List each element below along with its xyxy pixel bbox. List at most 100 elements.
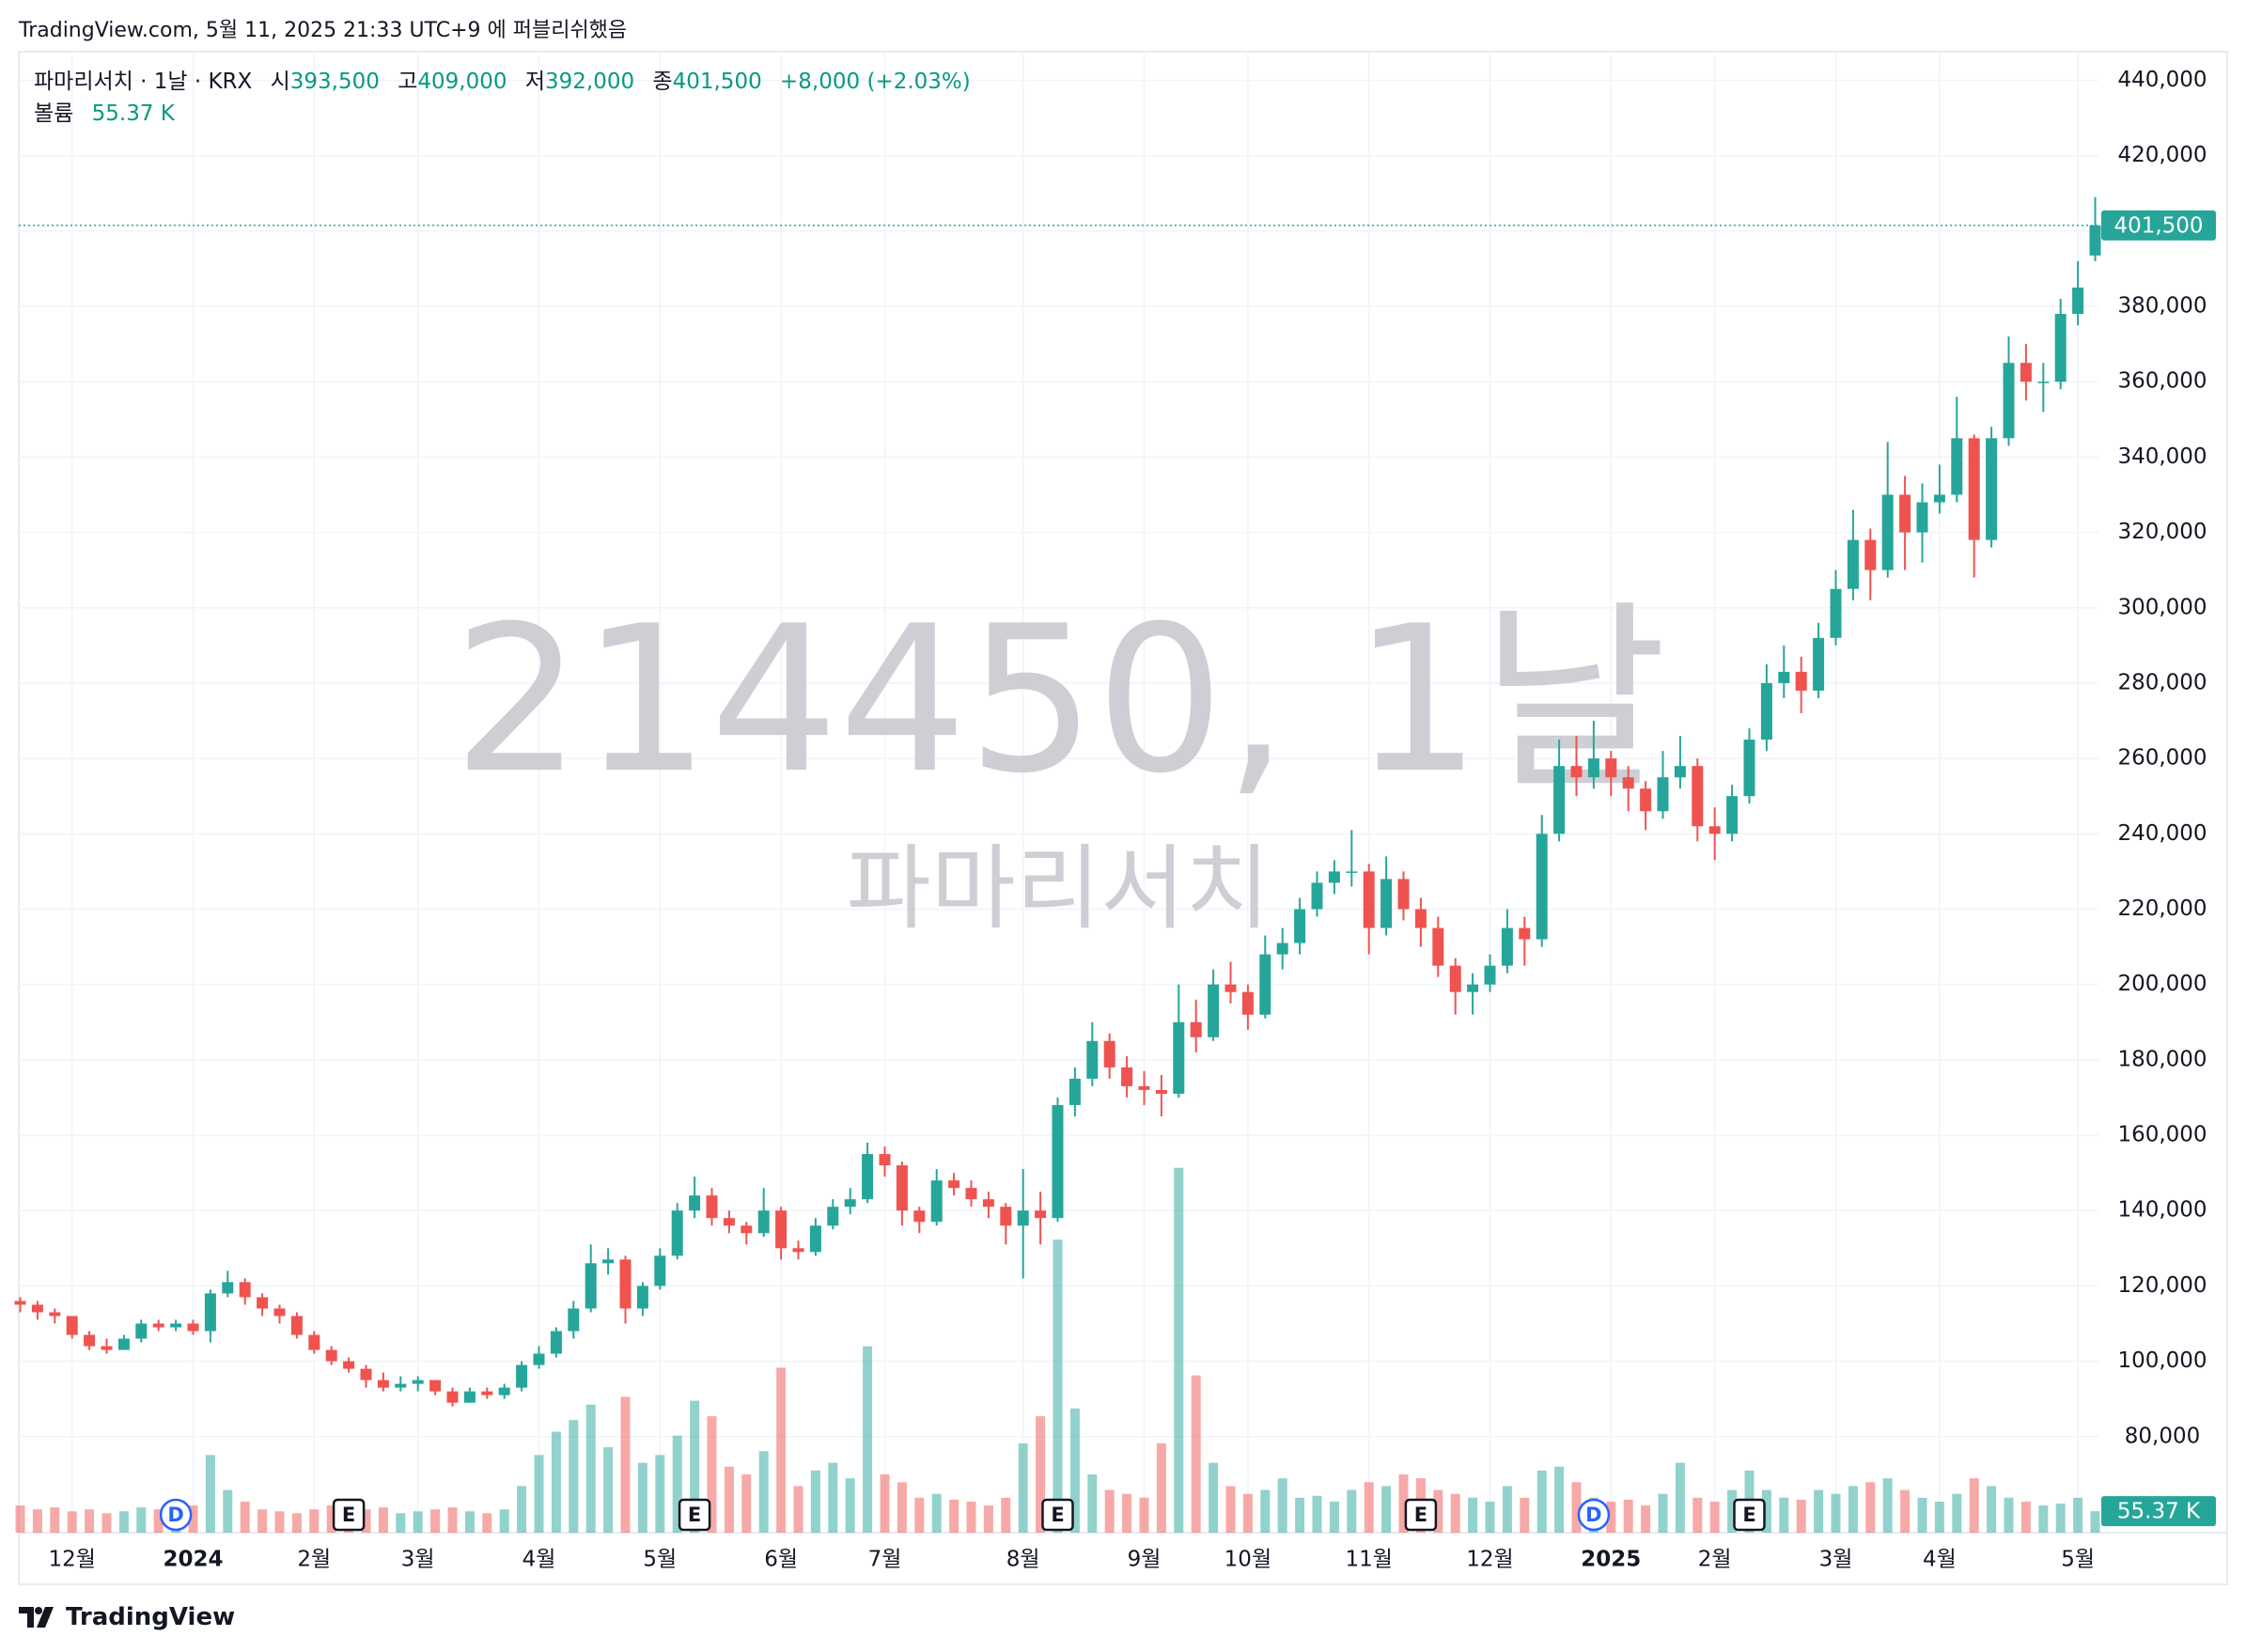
volume-bar bbox=[136, 1507, 147, 1533]
watermark-symbol: 214450, 1날 bbox=[453, 582, 1667, 818]
volume-bar bbox=[188, 1505, 198, 1533]
volume-bar bbox=[707, 1416, 717, 1533]
y-tick-label: 320,000 bbox=[2117, 520, 2207, 544]
candle-body bbox=[723, 1218, 735, 1226]
volume-bar bbox=[1347, 1489, 1357, 1533]
candle-body bbox=[1328, 871, 1340, 883]
event-label: D bbox=[1585, 1504, 1601, 1526]
volume-bar bbox=[1934, 1501, 1944, 1533]
volume-bar bbox=[672, 1435, 682, 1533]
candle-body bbox=[1173, 1021, 1185, 1094]
volume-bar bbox=[1191, 1375, 1201, 1533]
volume-bar bbox=[517, 1486, 527, 1533]
candle-body bbox=[792, 1248, 804, 1253]
volume-bar bbox=[1692, 1497, 1703, 1533]
dividend-marker bbox=[159, 1498, 193, 1532]
candle-body bbox=[377, 1379, 389, 1388]
earnings-marker bbox=[332, 1498, 366, 1532]
candle-body bbox=[1692, 766, 1704, 827]
y-tick-label: 200,000 bbox=[2117, 972, 2207, 996]
volume-bar bbox=[1329, 1501, 1339, 1533]
volume-bar bbox=[1796, 1499, 1806, 1533]
volume-bar bbox=[741, 1474, 752, 1533]
volume-bar bbox=[1036, 1416, 1046, 1533]
candle-body bbox=[1760, 682, 1772, 740]
y-tick-label: 300,000 bbox=[2117, 595, 2207, 619]
candle-body bbox=[1035, 1210, 1047, 1219]
volume-bar bbox=[1468, 1497, 1478, 1533]
volume-bar bbox=[326, 1505, 336, 1533]
candle-body bbox=[809, 1225, 821, 1253]
x-tick-label: 3월 bbox=[1819, 1548, 1853, 1572]
volume-bar bbox=[1122, 1493, 1132, 1533]
volume-bar bbox=[482, 1513, 492, 1533]
volume-bar bbox=[1623, 1499, 1633, 1533]
x-tick-label: 9월 bbox=[1128, 1548, 1162, 1572]
volume-bar bbox=[1865, 1482, 1876, 1533]
volume-bar bbox=[2055, 1504, 2066, 1533]
earnings-marker bbox=[1041, 1498, 1074, 1532]
y-tick-label: 340,000 bbox=[2117, 444, 2207, 469]
x-tick-label: 12월 bbox=[48, 1548, 95, 1572]
event-label: E bbox=[1051, 1504, 1064, 1526]
volume-bar bbox=[2020, 1501, 2031, 1533]
volume-bar bbox=[1814, 1489, 1824, 1533]
volume-bar bbox=[1485, 1501, 1495, 1533]
volume-bar bbox=[810, 1470, 820, 1533]
volume-bar bbox=[1260, 1489, 1271, 1533]
candle-body bbox=[2037, 382, 2050, 383]
candle-body bbox=[1103, 1040, 1115, 1068]
volume-bar bbox=[50, 1507, 60, 1533]
volume-bar bbox=[1295, 1497, 1305, 1533]
x-tick-label: 11월 bbox=[1345, 1548, 1392, 1572]
volume-bar bbox=[863, 1346, 873, 1533]
volume-bar bbox=[1882, 1478, 1893, 1533]
y-tick-label: 120,000 bbox=[2117, 1273, 2207, 1298]
volume-bar bbox=[274, 1511, 285, 1533]
volume-bar bbox=[776, 1367, 787, 1533]
volume-label: 볼륨 bbox=[34, 101, 74, 126]
candle-body bbox=[1536, 834, 1548, 940]
candle-body bbox=[2003, 363, 2015, 439]
candle-body bbox=[1363, 871, 1375, 928]
candle-body bbox=[412, 1379, 424, 1384]
volume-bar bbox=[499, 1509, 509, 1533]
candle-body bbox=[308, 1334, 320, 1350]
volume-bar bbox=[1900, 1489, 1911, 1533]
candle-body bbox=[1501, 927, 1513, 966]
earnings-marker bbox=[1404, 1498, 1438, 1532]
candle-body bbox=[1311, 882, 1323, 910]
x-tick-label: 10월 bbox=[1224, 1548, 1271, 1572]
volume-bar bbox=[1761, 1489, 1771, 1533]
candle-body bbox=[568, 1308, 580, 1332]
candle-body bbox=[2089, 225, 2101, 256]
candle-body bbox=[49, 1312, 61, 1317]
volume-bar bbox=[257, 1509, 268, 1533]
volume-bar bbox=[1952, 1493, 1962, 1533]
x-tick-label: 2024 bbox=[163, 1548, 223, 1572]
volume-bar bbox=[585, 1404, 596, 1533]
candle-body bbox=[775, 1210, 788, 1249]
candle-body bbox=[654, 1255, 666, 1286]
candle-body bbox=[1276, 943, 1288, 955]
volume-bar bbox=[2004, 1497, 2014, 1533]
volume-bar bbox=[1364, 1482, 1374, 1533]
last-volume-box bbox=[2101, 1496, 2216, 1527]
candle-body bbox=[1380, 879, 1393, 928]
volume-bar bbox=[1433, 1489, 1443, 1533]
volume-bar bbox=[1779, 1497, 1789, 1533]
volume-bar bbox=[1571, 1482, 1582, 1533]
candle-body bbox=[1190, 1021, 1202, 1037]
candle-body bbox=[1553, 766, 1566, 834]
candle-body bbox=[1951, 438, 1963, 495]
volume-bar bbox=[1398, 1474, 1409, 1533]
footer: TradingView bbox=[19, 1603, 235, 1631]
volume-bar bbox=[447, 1507, 458, 1533]
candle-body bbox=[1778, 671, 1790, 683]
candle-body bbox=[14, 1301, 26, 1305]
y-tick-label: 360,000 bbox=[2117, 369, 2207, 394]
candle-body bbox=[1640, 788, 1652, 812]
candle-body bbox=[1813, 637, 1825, 691]
candle-body bbox=[619, 1259, 632, 1309]
volume-bar bbox=[1381, 1486, 1392, 1533]
